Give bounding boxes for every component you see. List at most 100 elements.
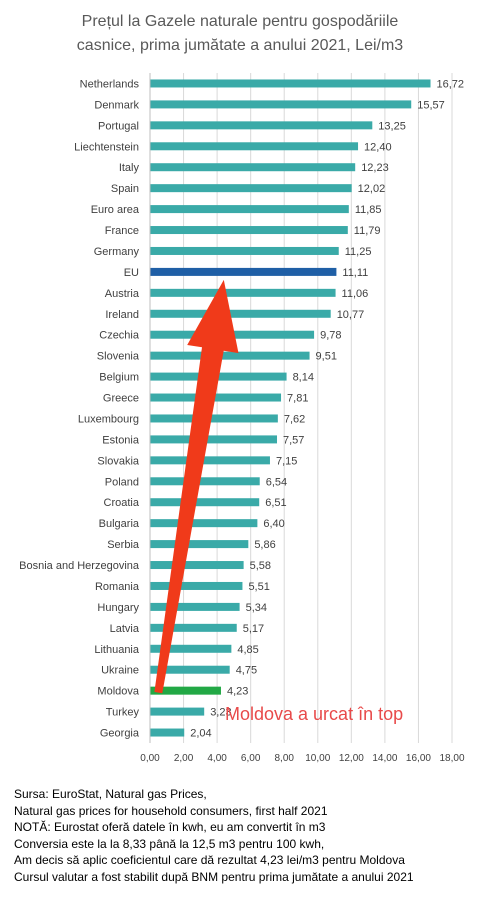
value-label: 4,75 (236, 665, 257, 677)
category-label: Austria (105, 288, 140, 300)
category-label: Spain (111, 183, 139, 195)
bar-bulgaria (150, 519, 258, 528)
bar-luxembourg (150, 414, 278, 423)
category-label: Italy (119, 162, 140, 174)
value-label: 8,14 (293, 372, 314, 384)
bar-moldova (150, 686, 221, 695)
category-label: Ireland (105, 309, 139, 321)
footer-line: Sursa: EuroStat, Natural gas Prices, (14, 787, 207, 801)
bar-spain (150, 184, 352, 193)
x-tick-label: 10,00 (305, 753, 330, 764)
category-label: Serbia (107, 539, 140, 551)
value-label: 7,62 (284, 413, 305, 425)
bar-bosnia-and-herzegovina (150, 561, 244, 570)
chart-title-line: Prețul la Gazele naturale pentru gospodă… (82, 13, 399, 30)
bar-portugal (150, 121, 373, 130)
category-label: Turkey (106, 707, 140, 719)
footer-line: Conversia este la la 8,33 până la 12,5 m… (14, 836, 325, 851)
value-label: 2,04 (190, 728, 211, 740)
category-label: EU (124, 267, 139, 279)
category-label: Romania (95, 581, 140, 593)
value-label: 16,72 (437, 78, 465, 90)
value-label: 5,86 (254, 539, 275, 551)
footer-line: Cursul valutar a fost stabilit după BNM … (14, 869, 414, 884)
footer-line: NOTĂ: Eurostat oferă datele în kwh, eu a… (14, 820, 326, 834)
category-label: Netherlands (80, 78, 140, 90)
category-label: Euro area (91, 204, 140, 216)
category-label: Latvia (110, 623, 140, 635)
category-label: Lithuania (94, 644, 140, 656)
bar-hungary (150, 602, 240, 611)
value-label: 12,02 (358, 183, 386, 195)
value-label: 3,23 (210, 707, 231, 719)
chart-container: Prețul la Gazele naturale pentru gospodă… (19, 13, 465, 764)
value-label: 6,54 (266, 476, 287, 488)
value-label: 11,79 (354, 225, 381, 237)
bar-ireland (150, 309, 331, 318)
bar-slovakia (150, 456, 270, 465)
value-label: 7,15 (276, 455, 297, 467)
value-label: 7,81 (287, 393, 308, 405)
x-tick-label: 0,00 (140, 753, 160, 764)
category-label: Moldova (97, 686, 139, 698)
category-label: Bosnia and Herzegovina (19, 560, 140, 572)
category-label: Portugal (98, 120, 139, 132)
category-label: Germany (94, 246, 140, 258)
category-label: Bulgaria (99, 518, 140, 530)
value-label: 5,34 (246, 602, 267, 614)
value-label: 11,06 (342, 288, 369, 300)
category-label: Croatia (104, 497, 140, 509)
red-arrow (154, 279, 239, 694)
value-label: 6,51 (265, 497, 286, 509)
value-label: 11,25 (345, 246, 372, 258)
category-label: Hungary (97, 602, 139, 614)
bar-italy (150, 163, 356, 172)
category-label: Slovakia (97, 455, 139, 467)
x-tick-label: 8,00 (274, 753, 294, 764)
annotation-text: Moldova a urcat în top (225, 704, 403, 724)
x-tick-label: 18,00 (439, 753, 464, 764)
category-label: Estonia (102, 434, 140, 446)
value-label: 11,85 (355, 204, 382, 216)
bar-austria (150, 288, 336, 297)
category-label: Greece (103, 393, 139, 405)
category-label: Denmark (94, 99, 139, 111)
x-tick-label: 16,00 (406, 753, 431, 764)
value-label: 12,40 (364, 141, 392, 153)
category-label: Slovenia (97, 351, 140, 363)
value-label: 11,11 (342, 267, 368, 279)
bar-poland (150, 477, 260, 486)
bar-estonia (150, 435, 278, 444)
footer-line: Natural gas prices for household consume… (14, 803, 328, 818)
bar-latvia (150, 623, 237, 632)
bar-denmark (150, 100, 412, 109)
bar-serbia (150, 540, 249, 549)
category-label: Georgia (100, 728, 140, 740)
value-label: 6,40 (263, 518, 284, 530)
bar-germany (150, 246, 339, 255)
value-label: 4,85 (237, 644, 258, 656)
x-tick-label: 4,00 (207, 753, 227, 764)
category-label: Poland (105, 476, 139, 488)
category-label: France (105, 225, 139, 237)
category-label: Ukraine (101, 665, 139, 677)
bar-eu (150, 267, 337, 276)
category-label: Czechia (99, 330, 140, 342)
bar-chart: Prețul la Gazele naturale pentru gospodă… (19, 13, 465, 764)
category-label: Liechtenstein (74, 141, 139, 153)
value-label: 13,25 (378, 120, 406, 132)
bar-croatia (150, 498, 260, 507)
bar-lithuania (150, 644, 232, 653)
bar-liechtenstein (150, 142, 359, 151)
value-label: 9,78 (320, 330, 341, 342)
bar-euro-area (150, 205, 349, 214)
bar-france (150, 226, 348, 235)
value-label: 9,51 (316, 351, 337, 363)
x-tick-label: 6,00 (241, 753, 261, 764)
value-label: 15,57 (417, 99, 445, 111)
bar-greece (150, 393, 282, 402)
x-tick-label: 12,00 (339, 753, 364, 764)
value-label: 5,51 (248, 581, 269, 593)
bar-turkey (150, 707, 205, 716)
bar-slovenia (150, 351, 310, 360)
